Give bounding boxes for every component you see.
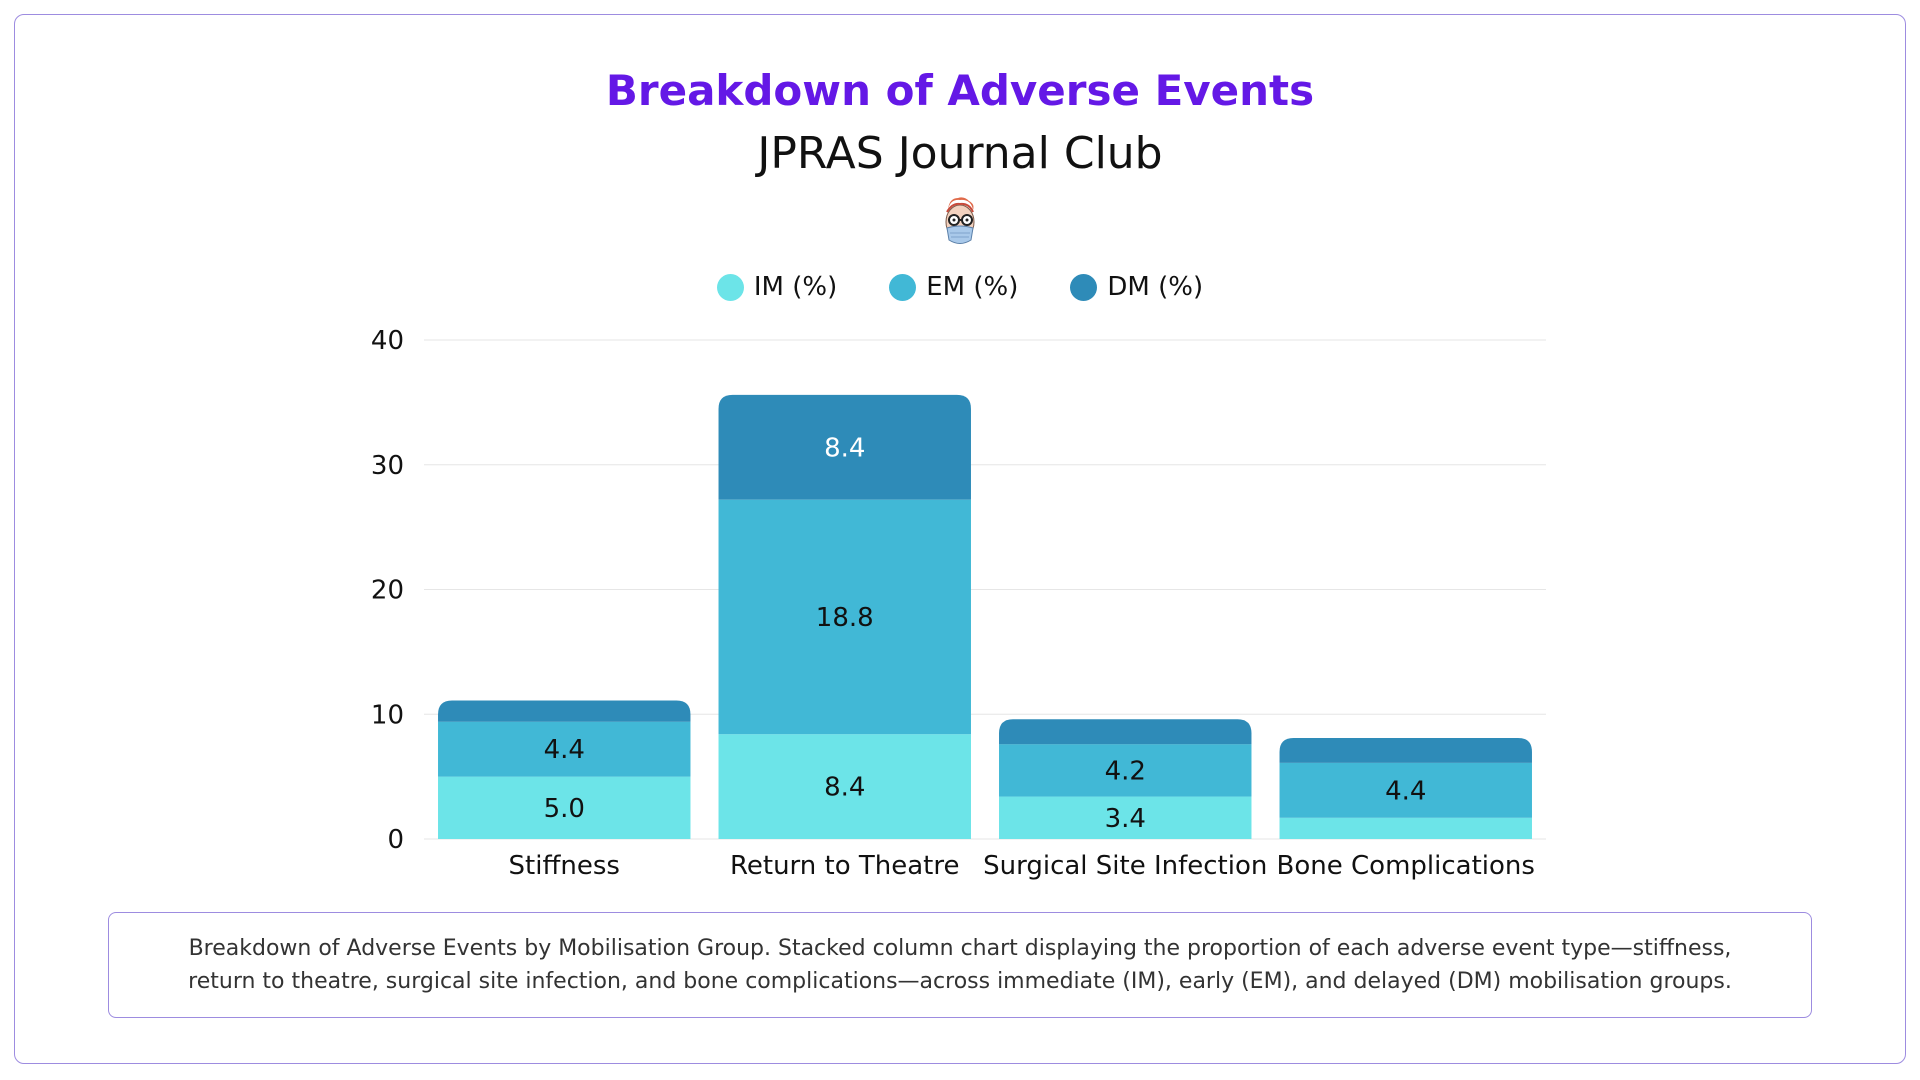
data-label: 3.4 [1105,804,1146,834]
bar-segment [718,394,971,500]
legend-item-em[interactable]: EM (%) [889,272,1018,302]
stacked-column-chart: 0 10 20 30 40 5.0 4.4 Stiffness 8.4 18.8 8.4 Return… [371,326,1546,881]
legend-swatch-im [716,273,744,301]
chart-legend: IM (%) EM (%) DM (%) [0,272,1920,302]
data-label: 5.0 [544,794,585,824]
bar-segment [1279,762,1532,818]
legend-item-dm[interactable]: DM (%) [1070,272,1203,302]
y-tick-label: 20 [371,576,404,606]
data-label: 8.4 [824,773,865,803]
bar-segment [438,700,691,722]
x-tick-label: Surgical Site Infection [983,851,1267,881]
legend-swatch-dm [1070,273,1098,301]
bar-segment [999,719,1252,745]
bar-segment [718,499,971,735]
legend-label-em: EM (%) [926,272,1019,302]
bar-segment [438,776,691,839]
bar-segment [1279,817,1532,839]
y-tick-label: 30 [371,451,404,481]
legend-label-im: IM (%) [753,272,838,302]
x-tick-label: Bone Complications [1277,851,1535,881]
bar-segment [438,721,691,777]
bar-segment [999,744,1252,797]
bar-segment [1279,737,1532,763]
data-label: 18.8 [816,603,874,633]
data-label: 4.2 [1105,756,1146,786]
cartoon-avatar-icon [945,197,975,244]
data-label: 4.4 [1385,776,1426,806]
legend-item-im[interactable]: IM (%) [716,272,838,302]
data-label: 8.4 [824,433,865,463]
figure-caption: Breakdown of Adverse Events by Mobilisat… [188,936,1732,994]
y-tick-label: 40 [371,326,404,356]
figure-caption-box: Breakdown of Adverse Events by Mobilisat… [108,912,1812,1018]
chart-subtitle: JPRAS Journal Club [757,128,1163,179]
bar-segment [718,734,971,839]
legend-swatch-em [889,273,917,301]
x-tick-label: Return to Theatre [730,851,960,881]
x-tick-label: Stiffness [509,851,620,881]
y-tick-label: 10 [371,700,404,730]
y-tick-label: 0 [387,825,404,855]
chart-title: Breakdown of Adverse Events [605,66,1315,115]
legend-label-dm: DM (%) [1107,272,1204,302]
data-label: 4.4 [544,735,585,765]
bar-segment [999,796,1252,839]
